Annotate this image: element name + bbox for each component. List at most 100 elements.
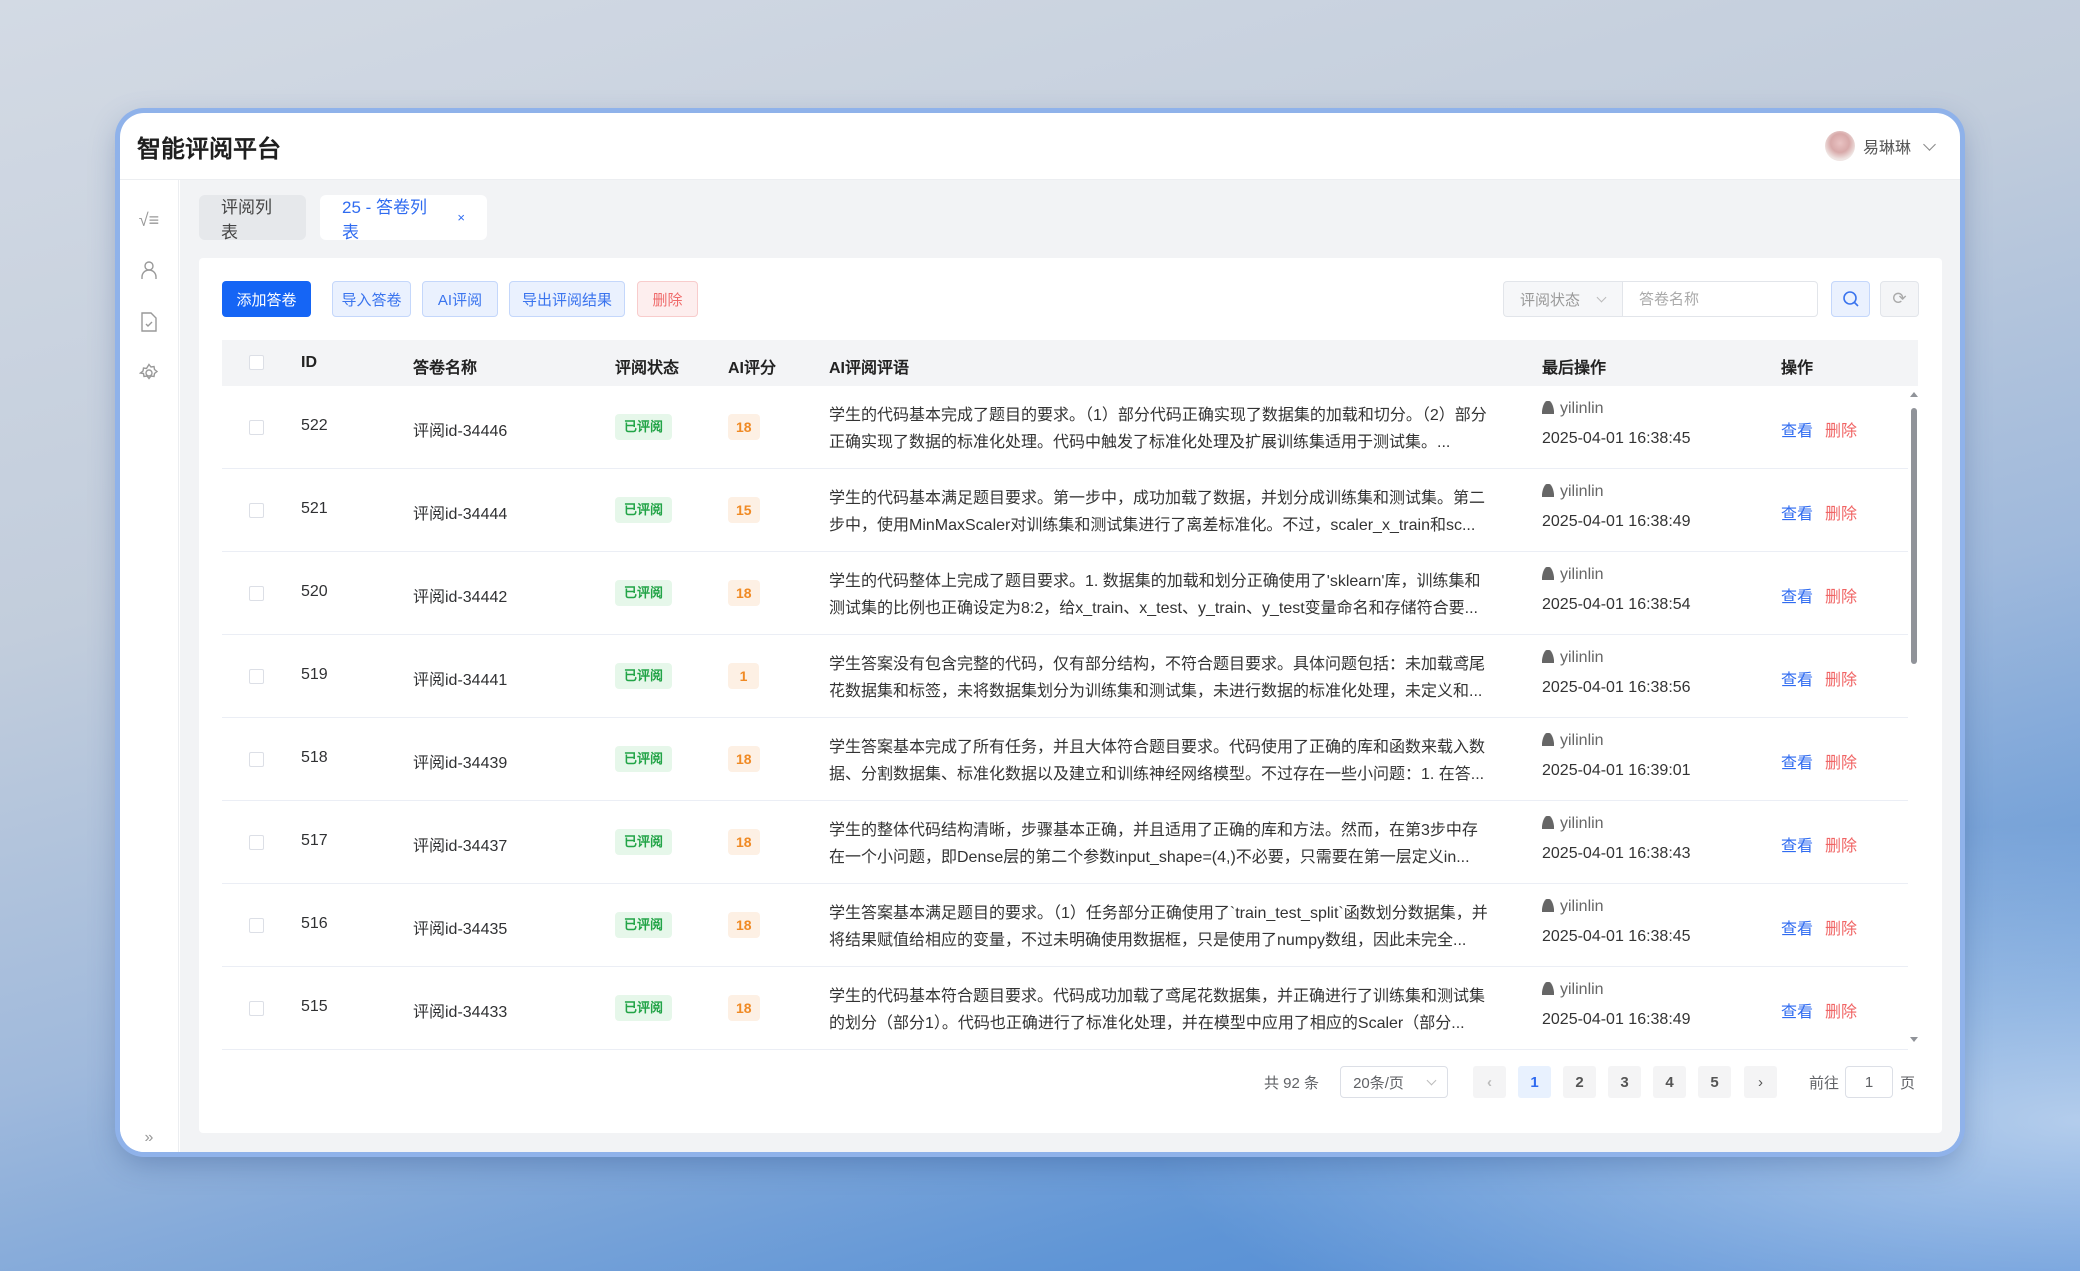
export-results-button[interactable]: 导出评阅结果: [509, 281, 625, 317]
user-menu[interactable]: 易琳琳: [1824, 131, 1936, 161]
view-link[interactable]: 查看: [1781, 921, 1814, 938]
status-filter-placeholder: 评阅状态: [1520, 291, 1581, 309]
score-badge: 18: [728, 746, 760, 772]
row-comment: 学生的代码基本符合题目要求。代码成功加载了鸢尾花数据集，并正确进行了训练集和测试…: [829, 988, 1486, 1032]
view-link[interactable]: 查看: [1781, 1004, 1814, 1021]
main-content: 评阅列表 25 - 答卷列表 × 添加答卷 导入答卷 AI评阅 导出评阅结果 删除…: [180, 180, 1960, 1152]
document-check-icon[interactable]: [138, 312, 160, 334]
select-all-checkbox[interactable]: [249, 355, 264, 370]
answer-name-input[interactable]: [1622, 281, 1818, 317]
table-row: 517 评阅id-34437 已评阅 18 学生的整体代码结构清晰，步骤基本正确…: [222, 801, 1908, 884]
page-4-button[interactable]: 4: [1653, 1066, 1686, 1098]
table-row: 521 评阅id-34444 已评阅 15 学生的代码基本满足题目要求。第一步中…: [222, 469, 1908, 552]
tab-label: 25 - 答卷列表: [342, 197, 428, 242]
row-time: 2025-04-01 16:38:54: [1542, 596, 1691, 613]
row-time: 2025-04-01 16:39:01: [1542, 762, 1691, 779]
total-count: 共 92 条: [1264, 1074, 1320, 1092]
delete-link[interactable]: 删除: [1825, 921, 1858, 938]
scroll-up-arrow-icon[interactable]: [1910, 392, 1918, 397]
tab-answer-list[interactable]: 25 - 答卷列表 ×: [320, 195, 487, 242]
scrollbar-thumb[interactable]: [1911, 408, 1917, 664]
review-list-icon[interactable]: √≡: [138, 210, 160, 230]
chevron-down-icon: [1596, 292, 1607, 302]
import-answer-button[interactable]: 导入答卷: [332, 281, 411, 317]
row-id: 519: [301, 666, 328, 683]
row-name: 评阅id-34439: [413, 755, 508, 772]
delete-link[interactable]: 删除: [1825, 423, 1858, 440]
status-badge: 已评阅: [615, 746, 673, 772]
row-user: yilinlin: [1542, 400, 1604, 418]
status-badge: 已评阅: [615, 580, 673, 606]
row-name: 评阅id-34437: [413, 838, 508, 855]
row-checkbox[interactable]: [249, 918, 264, 933]
row-comment: 学生答案没有包含完整的代码，仅有部分结构，不符合题目要求。具体问题包括：未加载鸢…: [829, 656, 1486, 700]
row-time: 2025-04-01 16:38:43: [1542, 845, 1691, 862]
page-2-button[interactable]: 2: [1563, 1066, 1596, 1098]
next-page-button[interactable]: ›: [1744, 1066, 1777, 1098]
delete-link[interactable]: 删除: [1825, 506, 1858, 523]
row-comment: 学生的整体代码结构清晰，步骤基本正确，并且适用了正确的库和方法。然而，在第3步中…: [829, 822, 1478, 866]
goto-label: 前往: [1809, 1074, 1840, 1092]
row-checkbox[interactable]: [249, 752, 264, 767]
delete-link[interactable]: 删除: [1825, 1004, 1858, 1021]
gear-icon[interactable]: [138, 363, 160, 385]
scroll-down-arrow-icon[interactable]: [1910, 1037, 1918, 1042]
goto-page-input[interactable]: 1: [1845, 1066, 1893, 1098]
delete-link[interactable]: 删除: [1825, 672, 1858, 689]
app-window: 智能评阅平台 易琳琳 √≡ » 评阅列表 25 - 答卷列表 × 添加答卷 导入答…: [120, 113, 1960, 1152]
view-link[interactable]: 查看: [1781, 672, 1814, 689]
row-name: 评阅id-34433: [413, 1004, 508, 1021]
add-answer-button[interactable]: 添加答卷: [222, 281, 311, 317]
row-id: 515: [301, 998, 328, 1015]
delete-link[interactable]: 删除: [1825, 589, 1858, 606]
close-icon[interactable]: ×: [457, 210, 465, 225]
row-checkbox[interactable]: [249, 503, 264, 518]
row-checkbox[interactable]: [249, 420, 264, 435]
col-status: 评阅状态: [615, 360, 680, 377]
delete-link[interactable]: 删除: [1825, 755, 1858, 772]
app-title: 智能评阅平台: [137, 135, 281, 163]
delete-link[interactable]: 删除: [1825, 838, 1858, 855]
view-link[interactable]: 查看: [1781, 755, 1814, 772]
view-link[interactable]: 查看: [1781, 506, 1814, 523]
status-filter-select[interactable]: 评阅状态: [1503, 281, 1622, 317]
prev-page-button[interactable]: ‹: [1473, 1066, 1506, 1098]
row-checkbox[interactable]: [249, 586, 264, 601]
tab-review-list[interactable]: 评阅列表: [199, 195, 306, 242]
col-ops: 操作: [1781, 360, 1814, 377]
view-link[interactable]: 查看: [1781, 423, 1814, 440]
row-user-name: yilinlin: [1560, 566, 1604, 583]
user-icon: [1542, 484, 1554, 497]
row-checkbox[interactable]: [249, 835, 264, 850]
view-link[interactable]: 查看: [1781, 838, 1814, 855]
search-button[interactable]: [1831, 281, 1870, 317]
page-5-button[interactable]: 5: [1698, 1066, 1731, 1098]
row-comment: 学生答案基本满足题目的要求。（1）任务部分正确使用了`train_test_sp…: [829, 905, 1488, 949]
refresh-button[interactable]: ⟳: [1880, 281, 1919, 317]
row-checkbox[interactable]: [249, 669, 264, 684]
answer-list-card: 添加答卷 导入答卷 AI评阅 导出评阅结果 删除 评阅状态 ⟳ ID 答卷名称 …: [199, 258, 1942, 1133]
row-name: 评阅id-34442: [413, 589, 508, 606]
expand-sidebar-icon[interactable]: »: [144, 1129, 154, 1146]
user-icon: [1542, 899, 1554, 912]
table-scrollbar[interactable]: [1910, 392, 1918, 1042]
page-1-button[interactable]: 1: [1518, 1066, 1551, 1098]
delete-button[interactable]: 删除: [637, 281, 698, 317]
row-time: 2025-04-01 16:38:45: [1542, 928, 1691, 945]
user-icon: [1542, 567, 1554, 580]
user-icon[interactable]: [138, 260, 160, 282]
header: 智能评阅平台 易琳琳: [120, 113, 1960, 180]
ai-review-button[interactable]: AI评阅: [422, 281, 498, 317]
goto-suffix: 页: [1900, 1074, 1916, 1092]
page-size-select[interactable]: 20条/页: [1340, 1066, 1448, 1098]
row-id: 517: [301, 832, 328, 849]
row-id: 522: [301, 417, 328, 434]
col-id: ID: [301, 354, 317, 371]
row-checkbox[interactable]: [249, 1001, 264, 1016]
page-3-button[interactable]: 3: [1608, 1066, 1641, 1098]
col-score: AI评分: [728, 360, 777, 377]
score-badge: 18: [728, 580, 760, 606]
row-user: yilinlin: [1542, 815, 1604, 833]
view-link[interactable]: 查看: [1781, 589, 1814, 606]
